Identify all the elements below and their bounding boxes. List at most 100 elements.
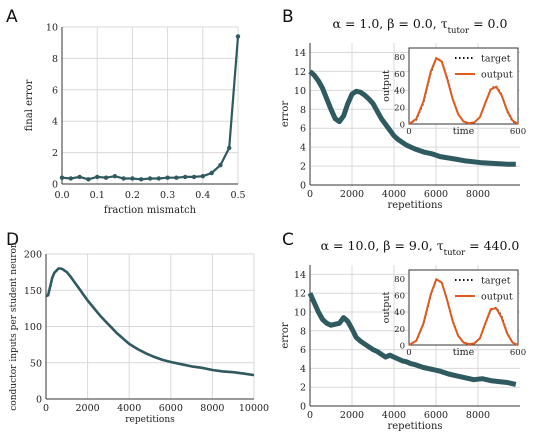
- a-ytick-label: 6: [52, 85, 58, 96]
- c-xtick-label: 0: [307, 410, 313, 421]
- panel-letter-c: C: [282, 230, 294, 250]
- c-xtick-label: 8000: [466, 410, 490, 421]
- b-ytick-label: 2: [300, 162, 306, 173]
- a-data-point: [218, 162, 223, 168]
- b-inset-ytick-label: 0: [400, 121, 405, 131]
- d-xlabel: repetitions: [125, 415, 175, 425]
- c-ytick-label: 14: [294, 270, 306, 281]
- a-data-point: [174, 175, 179, 180]
- a-series-line: [61, 36, 240, 181]
- b-legend-label-target: target: [481, 54, 511, 65]
- a-data-point: [139, 177, 144, 182]
- c-inset-ytick-label: 80: [394, 275, 405, 285]
- a-data-point: [165, 175, 170, 180]
- c-series-line: [307, 292, 517, 387]
- b-inset-ytick-label: 20: [394, 104, 405, 114]
- b-ytick-label: 14: [294, 48, 306, 59]
- b-ytick-label: 8: [300, 105, 306, 116]
- d-xtick-label: 2000: [76, 403, 100, 414]
- d-ylabel: conductor inputs per student neuron: [9, 242, 19, 411]
- a-ytick-label: 8: [52, 54, 58, 65]
- d-ytick-label: 50: [30, 358, 42, 369]
- a-xtick-label: 0.2: [125, 190, 140, 201]
- c-xlabel: repetitions: [387, 421, 442, 432]
- b-inset: 0 600 0 20 40 60 80 time output target output: [381, 47, 526, 137]
- b-ytick-label: 0: [300, 181, 306, 192]
- a-data-point: [200, 173, 205, 179]
- b-xtick-label: 0: [307, 189, 313, 200]
- b-inset-ylabel: output: [381, 70, 392, 102]
- b-xtick-label: 8000: [466, 189, 490, 200]
- a-data-point: [191, 174, 197, 180]
- a-xtick-label: 0.4: [195, 190, 210, 201]
- b-ytick-label: 4: [300, 143, 306, 154]
- b-inset-ytick-label: 80: [394, 53, 405, 63]
- a-data-point: [86, 177, 91, 182]
- b-title: α = 1.0, β = 0.0, τtutor = 0.0: [333, 16, 508, 36]
- c-inset-ytick-label: 40: [394, 308, 405, 318]
- c-inset-series-output: [408, 277, 519, 346]
- a-data-point: [156, 176, 161, 181]
- c-ytick-label: 0: [300, 402, 306, 413]
- d-ytick-label: 150: [24, 286, 42, 297]
- a-data-point: [95, 174, 100, 180]
- b-ytick-label: 6: [300, 124, 306, 135]
- a-xtick-label: 0.1: [90, 190, 105, 201]
- c-ytick-label: 2: [300, 383, 306, 394]
- a-data-point: [59, 175, 65, 180]
- c-title: α = 10.0, β = 9.0, τtutor = 440.0: [321, 238, 520, 258]
- a-data-point: [121, 176, 126, 181]
- b-inset-ytick-label: 60: [394, 70, 405, 80]
- b-xtick-label: 2000: [340, 189, 364, 200]
- a-data-point: [68, 176, 74, 181]
- a-data-point: [112, 173, 118, 179]
- panel-d-chart: 0 2000 4000 6000 8000 10000 0 50 100 150 200 repeti…: [9, 242, 269, 425]
- b-xtick-label: 4000: [382, 189, 406, 200]
- b-inset-xtick-label: 600: [510, 127, 526, 137]
- b-inset-xlabel: time: [453, 126, 475, 137]
- d-xtick-label: 6000: [159, 403, 183, 414]
- c-inset-ytick-label: 60: [394, 292, 405, 302]
- d-ytick-label: 100: [24, 322, 42, 333]
- d-ytick-label: 200: [24, 250, 42, 261]
- a-data-point: [183, 174, 188, 180]
- panel-b-chart: α = 1.0, β = 0.0, τtutor = 0.00 2000 4000 6…: [280, 16, 526, 211]
- b-ylabel: error: [280, 101, 291, 127]
- c-inset-xtick-label: 600: [510, 348, 526, 358]
- a-ytick-label: 2: [52, 148, 58, 159]
- c-inset-xtick-label: 0: [406, 348, 411, 358]
- c-legend-label-target: target: [481, 276, 511, 287]
- c-inset-ytick-label: 20: [394, 325, 405, 335]
- b-legend-label-output: output: [481, 70, 513, 81]
- a-data-point: [130, 176, 135, 181]
- c-xtick-label: 4000: [382, 410, 406, 421]
- a-data-point: [147, 176, 153, 181]
- d-xtick-label: 8000: [200, 403, 224, 414]
- panel-letter-b: B: [282, 7, 294, 27]
- a-data-point: [235, 34, 241, 39]
- c-inset-ylabel: output: [381, 291, 392, 323]
- a-data-point: [103, 175, 109, 180]
- c-inset-ytick-label: 0: [400, 342, 405, 352]
- a-ytick-label: 4: [52, 117, 58, 128]
- a-ylabel: final error: [24, 79, 35, 131]
- a-ytick-label: 0: [52, 180, 58, 191]
- d-xtick-label: 10000: [239, 403, 269, 414]
- a-ytick-label: 10: [46, 23, 58, 34]
- c-ytick-label: 4: [300, 364, 306, 375]
- c-xtick-label: 6000: [424, 410, 448, 421]
- a-xlabel: fraction mismatch: [104, 205, 197, 216]
- a-data-point: [209, 170, 214, 176]
- b-ytick-label: 12: [294, 67, 306, 78]
- panel-letter-a: A: [6, 7, 18, 27]
- b-ytick-label: 10: [294, 86, 306, 97]
- c-legend-label-output: output: [481, 292, 513, 303]
- a-data-point: [227, 145, 232, 151]
- b-xlabel: repetitions: [387, 200, 442, 211]
- d-ytick-label: 0: [36, 395, 42, 406]
- d-xtick-label: 4000: [117, 403, 141, 414]
- c-ylabel: error: [280, 322, 291, 348]
- a-xtick-label: 0.3: [160, 190, 175, 201]
- c-inset-xlabel: time: [453, 347, 475, 358]
